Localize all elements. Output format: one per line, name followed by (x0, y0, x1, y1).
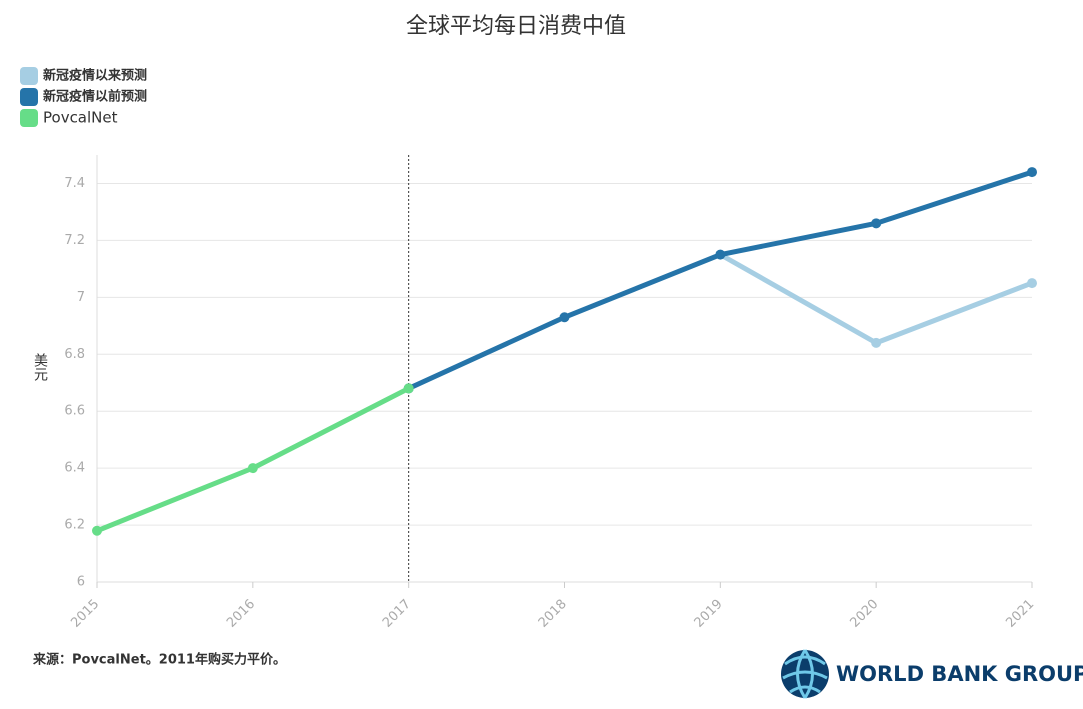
logo-globe (781, 650, 829, 698)
data-point (403, 383, 414, 394)
x-tick-label: 2016 (224, 597, 258, 631)
legend-swatch (20, 109, 38, 127)
series-line (719, 252, 1033, 346)
data-point (1027, 278, 1037, 289)
y-tick-label: 7 (77, 290, 85, 305)
series-line (96, 386, 410, 534)
x-tick-label: 2020 (847, 597, 881, 631)
legend-swatch (20, 67, 38, 85)
chart-title: 全球平均每日消费中值 (406, 14, 626, 39)
data-point (871, 218, 882, 229)
legend-label: 新冠疫情以前预测 (43, 89, 147, 105)
logo: WORLD BANK GROUP (781, 649, 1083, 699)
x-tick-label: 2015 (68, 597, 102, 631)
legend-label: PovcalNet (43, 109, 118, 127)
data-point (247, 463, 258, 474)
logo-lines (782, 649, 828, 699)
y-tick-label: 7.2 (64, 233, 85, 248)
y-tick-label: 6.2 (64, 518, 85, 533)
data-point (92, 525, 102, 536)
legend-label: 新冠疫情以来预测 (43, 68, 147, 84)
source-note: 来源：PovcalNet。2011年购买力平价。 (32, 652, 286, 668)
data-point (559, 312, 570, 323)
x-tick-label: 2019 (692, 597, 726, 631)
y-tick-label: 7.4 (64, 176, 85, 191)
x-tick-label: 2017 (380, 597, 414, 631)
data-point (1027, 167, 1037, 178)
x-tick-label: 2021 (1003, 597, 1037, 631)
legend-swatch (20, 88, 38, 106)
series-line (407, 169, 1033, 391)
data-point (715, 249, 726, 260)
logo-text: WORLD BANK GROUP (836, 662, 1083, 686)
y-axis-label: 美元 (32, 353, 48, 382)
y-tick-label: 6.4 (64, 461, 85, 476)
x-tick-label: 2018 (536, 597, 570, 631)
y-tick-label: 6.6 (64, 404, 85, 419)
y-tick-label: 6 (77, 575, 85, 590)
y-tick-label: 6.8 (64, 347, 85, 362)
data-point (871, 337, 882, 348)
